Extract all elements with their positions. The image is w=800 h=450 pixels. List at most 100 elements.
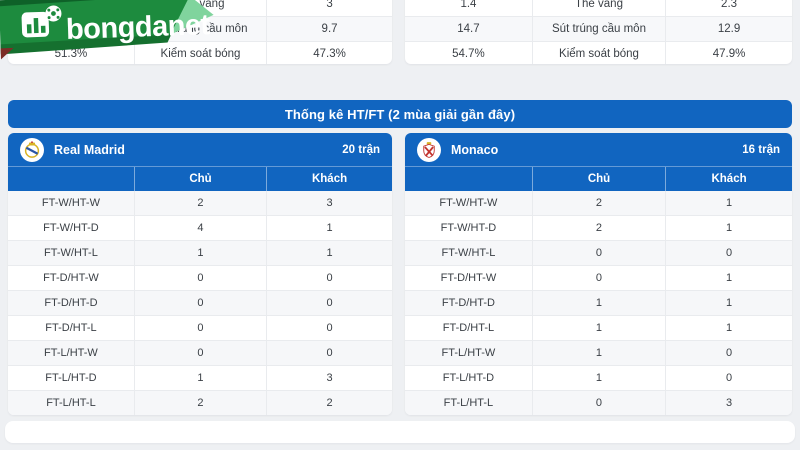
- htft-away-value: 1: [665, 216, 792, 240]
- htft-home-value: 0: [531, 391, 665, 415]
- htft-row-label: FT-D/HT-W: [43, 272, 99, 284]
- next-section-card: [5, 421, 795, 443]
- htft-row-label: FT-W/HT-W: [41, 197, 100, 209]
- htft-away-value: 0: [266, 291, 392, 315]
- htft-row: FT-L/HT-D 1 0: [405, 365, 792, 390]
- match-stats-card-right: 1.4 Thẻ vàng 2.3 14.7 Sút trúng cầu môn …: [405, 0, 792, 64]
- htft-row-label: FT-W/HT-W: [439, 197, 498, 209]
- htft-header-home: Chủ: [133, 167, 266, 191]
- stat-row: 54.7% Kiểm soát bóng 47.9%: [405, 41, 792, 64]
- stat-row: 1.4 Thẻ vàng 2.3: [405, 0, 792, 16]
- htft-away-value: 0: [266, 316, 392, 340]
- stat-home-value: 1.4: [460, 0, 477, 10]
- htft-away-value: 1: [665, 266, 792, 290]
- htft-away-value: 0: [665, 241, 792, 265]
- team-header-real-madrid: Real Madrid 20 trận: [8, 133, 392, 166]
- htft-away-value: 3: [266, 366, 392, 390]
- htft-row-label: FT-L/HT-L: [443, 397, 494, 409]
- stat-away-value: 47.9%: [665, 42, 792, 64]
- htft-header-away: Khách: [266, 167, 392, 191]
- htft-away-value: 1: [266, 241, 392, 265]
- stat-home-value: [8, 0, 134, 16]
- htft-home-value: 2: [133, 391, 266, 415]
- htft-home-value: 0: [133, 341, 266, 365]
- stat-away-value: 12.9: [665, 17, 792, 41]
- team-matches-count: 20 trận: [342, 143, 380, 156]
- htft-away-value: 0: [665, 341, 792, 365]
- htft-away-value: 1: [266, 216, 392, 240]
- htft-table-header: Chủ Khách: [8, 166, 392, 191]
- htft-home-value: 2: [133, 191, 266, 215]
- htft-row: FT-L/HT-W 0 0: [8, 340, 392, 365]
- stat-home-value: 54.7%: [452, 48, 485, 60]
- htft-row-label: FT-D/HT-D: [44, 297, 98, 309]
- htft-home-value: 1: [531, 291, 665, 315]
- htft-home-value: 0: [531, 241, 665, 265]
- htft-row-label: FT-D/HT-L: [45, 322, 97, 334]
- htft-row-label: FT-L/HT-L: [46, 397, 96, 409]
- monaco-crest-icon: [417, 137, 441, 162]
- htft-row: FT-L/HT-D 1 3: [8, 365, 392, 390]
- section-title-bar: Thống kê HT/FT (2 mùa giải gần đây): [8, 100, 792, 128]
- htft-table-header: Chủ Khách: [405, 166, 792, 191]
- htft-row: FT-L/HT-W 1 0: [405, 340, 792, 365]
- htft-row: FT-D/HT-D 0 0: [8, 290, 392, 315]
- stat-home-value: 51.3%: [54, 48, 88, 60]
- htft-row-label: FT-W/HT-L: [441, 247, 496, 259]
- stat-label: Sút trúng cầu môn: [133, 17, 266, 41]
- htft-row: FT-W/HT-W 2 1: [405, 191, 792, 215]
- stat-label: Kiểm soát bóng: [133, 42, 266, 64]
- htft-header-blank: [8, 167, 134, 191]
- stat-row: 51.3% Kiểm soát bóng 47.3%: [8, 41, 392, 64]
- htft-header-home: Chủ: [531, 167, 665, 191]
- htft-away-value: 2: [266, 391, 392, 415]
- htft-home-value: 4: [133, 216, 266, 240]
- htft-home-value: 1: [531, 316, 665, 340]
- htft-row-label: FT-L/HT-W: [441, 347, 496, 359]
- htft-home-value: 1: [531, 341, 665, 365]
- stat-home-value: 14.7: [457, 23, 480, 35]
- htft-row-label: FT-W/HT-L: [44, 247, 98, 259]
- team-header-monaco: Monaco 16 trận: [405, 133, 792, 166]
- stat-label: Kiểm soát bóng: [531, 42, 665, 64]
- htft-home-value: 0: [133, 291, 266, 315]
- htft-row: FT-L/HT-L 0 3: [405, 390, 792, 415]
- htft-home-value: 0: [531, 266, 665, 290]
- htft-row: FT-W/HT-L 0 0: [405, 240, 792, 265]
- htft-away-value: 0: [266, 266, 392, 290]
- htft-away-value: 1: [665, 291, 792, 315]
- stat-away-value: 2.3: [665, 0, 792, 16]
- team-name: Real Madrid: [54, 142, 125, 157]
- htft-row-label: FT-D/HT-L: [442, 322, 495, 334]
- htft-row: FT-D/HT-D 1 1: [405, 290, 792, 315]
- stat-away-value: 3: [266, 0, 392, 16]
- htft-home-value: 1: [133, 366, 266, 390]
- htft-row: FT-D/HT-L 0 0: [8, 315, 392, 340]
- team-name: Monaco: [451, 142, 499, 157]
- htft-home-value: 2: [531, 191, 665, 215]
- stat-row: 14.7 Sút trúng cầu môn 12.9: [405, 16, 792, 41]
- section-title: Thống kê HT/FT (2 mùa giải gần đây): [284, 106, 516, 122]
- htft-away-value: 0: [266, 341, 392, 365]
- stat-away-value: 9.7: [266, 17, 392, 41]
- htft-row: FT-L/HT-L 2 2: [8, 390, 392, 415]
- htft-row-label: FT-W/HT-D: [43, 222, 99, 234]
- htft-away-value: 3: [266, 191, 392, 215]
- htft-row: FT-W/HT-D 4 1: [8, 215, 392, 240]
- htft-row: FT-W/HT-L 1 1: [8, 240, 392, 265]
- htft-row-label: FT-D/HT-D: [441, 297, 496, 309]
- htft-row-label: FT-W/HT-D: [440, 222, 497, 234]
- htft-row-label: FT-L/HT-D: [442, 372, 495, 384]
- htft-away-value: 1: [665, 191, 792, 215]
- htft-table-real-madrid: Real Madrid 20 trận Chủ Khách FT-W/HT-W …: [8, 133, 392, 415]
- stat-away-value: 47.3%: [266, 42, 392, 64]
- htft-row: FT-D/HT-W 0 1: [405, 265, 792, 290]
- htft-away-value: 1: [665, 316, 792, 340]
- stat-row: Sút trúng cầu môn 9.7: [8, 16, 392, 41]
- htft-home-value: 0: [133, 316, 266, 340]
- htft-row-label: FT-D/HT-W: [440, 272, 497, 284]
- htft-row: FT-W/HT-D 2 1: [405, 215, 792, 240]
- htft-row-label: FT-L/HT-D: [45, 372, 97, 384]
- htft-row: FT-D/HT-L 1 1: [405, 315, 792, 340]
- htft-header-blank: [405, 167, 532, 191]
